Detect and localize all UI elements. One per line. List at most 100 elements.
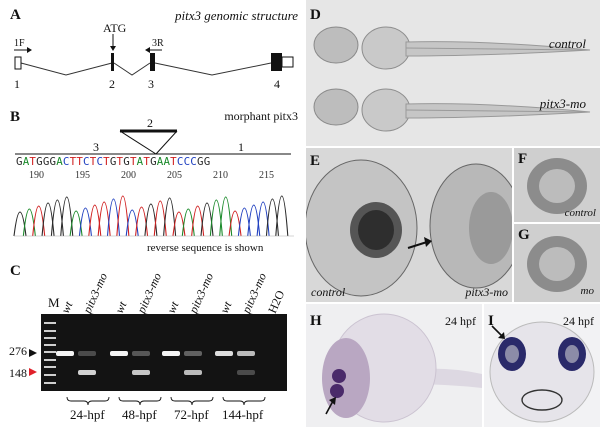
panel-label-g: G <box>518 227 530 243</box>
sequence-base: C <box>183 155 191 168</box>
sequence-base: T <box>170 155 177 168</box>
panel-h: H 24 hpf <box>306 304 482 427</box>
sequence-base: A <box>56 155 63 168</box>
panel-d-control-caption: control <box>548 36 586 51</box>
band-arrows <box>29 349 266 406</box>
panel-i-stage: 24 hpf <box>563 314 594 328</box>
ladder-band <box>44 330 56 332</box>
panel-d-morphant-caption: pitx3-mo <box>539 96 586 111</box>
chromatogram-peak <box>172 211 186 237</box>
sequence-position-label: 190 <box>29 170 44 181</box>
reverse-sequence-caption: reverse sequence is shown <box>147 242 264 254</box>
panel-f: F control <box>514 148 600 222</box>
gene-structure-diagram <box>14 34 294 76</box>
gel-band <box>215 351 233 356</box>
ladder-band <box>44 351 56 353</box>
band-arrow-148-icon <box>29 368 37 376</box>
sequence-base: T <box>76 155 84 168</box>
stain-spot-lower <box>330 384 344 398</box>
gel-band <box>132 370 150 375</box>
sequence-row: GATGGGACTTCTCTGTGTATGAATCCCGG <box>16 155 211 168</box>
stain-spot-upper <box>332 369 346 383</box>
panel-label-h: H <box>310 313 322 329</box>
chromatogram-peak <box>116 195 130 237</box>
panel-f-caption: control <box>564 207 596 219</box>
gel-band <box>110 351 128 356</box>
sequence-base: G <box>42 155 50 168</box>
panel-e-morphant-caption: pitx3-mo <box>465 285 508 299</box>
whole-mount-in-situ-image <box>322 313 482 423</box>
panel-a-title: pitx3 genomic structure <box>175 8 298 23</box>
gel-band <box>132 351 150 356</box>
sequence-position-label: 205 <box>167 170 182 181</box>
gel-band <box>184 351 202 356</box>
chromatogram-peak <box>22 208 36 237</box>
gel-band <box>184 370 202 375</box>
timepoint-144-hpf: 144-hpf <box>222 407 264 422</box>
chromatogram-trace <box>13 195 294 237</box>
atg-label: ATG <box>103 21 127 35</box>
sequence-base: G <box>150 155 157 168</box>
chromatogram-peak <box>219 196 233 237</box>
primer-3r-label: 3R <box>152 38 164 49</box>
sequence-base: G <box>196 155 204 168</box>
sequence-base: A <box>22 155 30 168</box>
larva-photographs <box>313 26 591 132</box>
sequence-base: G <box>16 155 23 168</box>
sequence-base: C <box>83 155 90 168</box>
gel-band <box>237 351 255 356</box>
panel-h-stage: 24 hpf <box>445 314 476 328</box>
gel-band <box>162 351 180 356</box>
sequence-base: T <box>69 155 77 168</box>
sequence-base: G <box>203 155 211 168</box>
chromatogram-peak <box>13 211 27 237</box>
panel-e: E control pitx3-mo <box>306 148 512 302</box>
morphant-larva-image <box>313 88 591 132</box>
sequence-base: T <box>103 155 110 168</box>
sequence-base: C <box>190 155 197 168</box>
sequence-base: G <box>36 155 43 168</box>
chromatogram-peak <box>69 210 83 237</box>
panel-b-title: morphant pitx3 <box>224 110 298 122</box>
sequence-base: G <box>123 155 130 168</box>
gel-band <box>78 370 96 375</box>
exon-2-junction-label: 2 <box>147 116 153 130</box>
panel-i: I 24 hpf <box>484 304 600 427</box>
gel-band <box>56 351 74 356</box>
timepoint-24-hpf: 24-hpf <box>70 407 105 422</box>
ladder-band <box>44 344 56 346</box>
panel-e-control-caption: control <box>311 285 346 299</box>
sequence-base: T <box>116 155 124 168</box>
chromatogram-peak <box>228 210 242 237</box>
panel-label-a: A <box>10 7 21 23</box>
sequence-base: T <box>29 155 37 168</box>
timepoint-72-hpf: 72-hpf <box>174 407 209 422</box>
band-size-148: 148 <box>9 366 27 380</box>
sequence-base: A <box>156 155 164 168</box>
sequence-base: A <box>163 155 171 168</box>
exon-4-label: 4 <box>274 77 280 91</box>
chromatogram-peak <box>60 196 74 237</box>
junction-diagram <box>15 129 291 155</box>
panel-b-title-text: morphant pitx3 <box>224 109 298 123</box>
gel-bands <box>44 322 255 384</box>
exon-3-label: 3 <box>148 77 154 91</box>
ladder-band <box>44 366 56 368</box>
sequence-base: G <box>109 155 117 168</box>
sequence-base: C <box>62 155 70 168</box>
ladder-band <box>44 322 56 324</box>
chromatogram-peak <box>78 207 92 237</box>
exon-1-junction-label: 1 <box>238 140 244 154</box>
chromatogram-peak <box>275 195 289 237</box>
primer-1f-label: 1F <box>14 38 25 49</box>
sequence-position-label: 210 <box>213 170 228 181</box>
chromatogram-peak <box>237 207 251 237</box>
panel-label-b: B <box>10 109 21 125</box>
panel-label-c: C <box>10 263 21 279</box>
panel-b: B morphant pitx3 3 2 1 GATGGGACTTCTCTGTG… <box>0 100 304 258</box>
eye-photographs <box>306 159 512 297</box>
panel-d: D control pitx3-mo <box>306 0 600 146</box>
gel-band <box>78 351 96 356</box>
panel-label-e: E <box>310 153 321 169</box>
